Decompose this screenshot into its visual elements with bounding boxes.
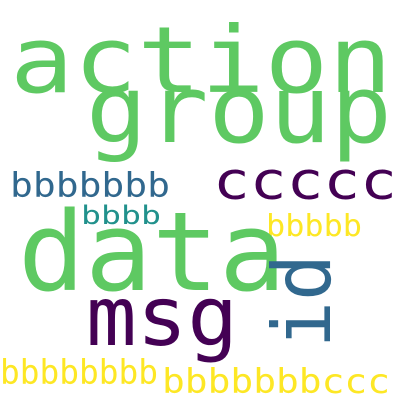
word-bbbbbbbb: bbbbbbbb: [0, 353, 158, 393]
word-bbbbbbbccc: bbbbbbbccc: [162, 362, 390, 400]
word-bbbb: bbbb: [81, 201, 161, 231]
word-ccccc: ccccc: [213, 152, 397, 212]
word-msg: msg: [86, 270, 238, 365]
word-action: action: [10, 7, 392, 114]
word-bbbbb: bbbbb: [266, 209, 362, 244]
word-data: data: [18, 188, 286, 316]
word-group: group: [86, 56, 392, 165]
word-id: id: [256, 254, 349, 348]
word-bbbbbbb: bbbbbbb: [10, 166, 170, 206]
